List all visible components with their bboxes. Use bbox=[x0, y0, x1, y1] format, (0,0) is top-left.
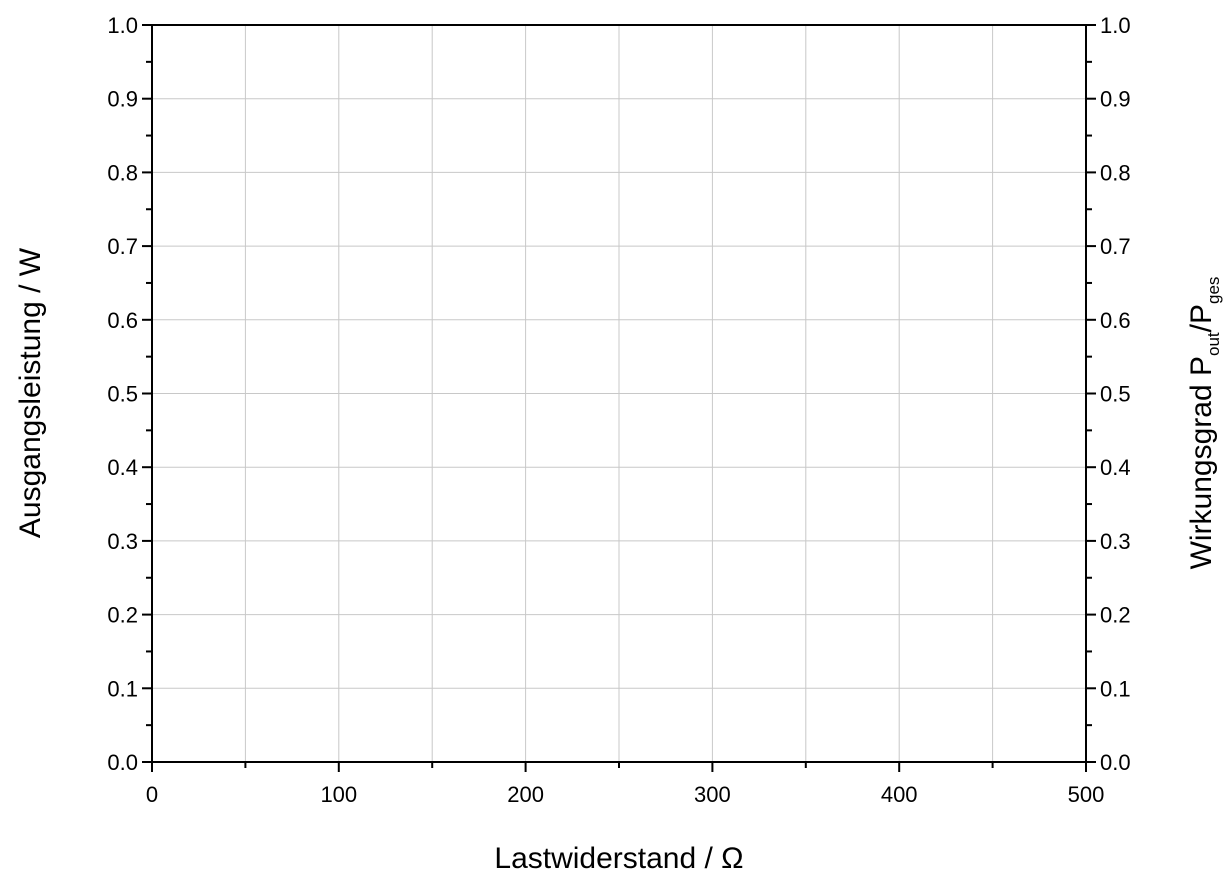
x-tick-label: 0 bbox=[146, 782, 158, 807]
y-tick-label: 0.5 bbox=[107, 382, 138, 407]
y2-tick-label: 0.3 bbox=[1100, 529, 1131, 554]
x-tick-label: 500 bbox=[1068, 782, 1105, 807]
x-tick-label: 400 bbox=[881, 782, 918, 807]
ticks bbox=[142, 24, 1096, 772]
y-tick-label: 0.4 bbox=[107, 455, 138, 480]
y-tick-label: 0.1 bbox=[107, 676, 138, 701]
y-tick-label: 0.6 bbox=[107, 308, 138, 333]
y2-tick-label: 0.8 bbox=[1100, 160, 1131, 185]
y2-axis-title: Wirkungsgrad Pout/Pges bbox=[1185, 277, 1223, 570]
y-tick-label: 0.0 bbox=[107, 750, 138, 775]
y-tick-label: 0.3 bbox=[107, 529, 138, 554]
tick-labels: 0 100 200 300 400 500 0.0 0.1 0.2 0.3 0.4 0.5 0.6 0.7… bbox=[107, 13, 1130, 807]
y-axis-title: Ausgangsleistung / W bbox=[14, 247, 47, 538]
y-tick-label: 0.2 bbox=[107, 603, 138, 628]
x-tick-label: 300 bbox=[694, 782, 731, 807]
y-tick-label: 0.8 bbox=[107, 160, 138, 185]
y2-tick-label: 0.2 bbox=[1100, 603, 1131, 628]
y2-tick-label: 0.5 bbox=[1100, 382, 1131, 407]
y-tick-label: 1.0 bbox=[107, 13, 138, 38]
y2-axis-title-mid: /P bbox=[1185, 304, 1218, 332]
y2-tick-label: 0.6 bbox=[1100, 308, 1131, 333]
y2-tick-label: 0.4 bbox=[1100, 455, 1131, 480]
y2-tick-label: 0.1 bbox=[1100, 676, 1131, 701]
y2-axis-title-sub2: ges bbox=[1204, 277, 1223, 304]
x-tick-label: 100 bbox=[320, 782, 357, 807]
y2-tick-label: 0.0 bbox=[1100, 750, 1131, 775]
grid bbox=[152, 25, 1086, 762]
y2-tick-label: 0.7 bbox=[1100, 234, 1131, 259]
x-axis-title: Lastwiderstand / Ω bbox=[494, 842, 743, 875]
y2-axis-title-prefix: Wirkungsgrad P bbox=[1185, 356, 1218, 569]
y2-tick-label: 1.0 bbox=[1100, 13, 1131, 38]
y-tick-label: 0.7 bbox=[107, 234, 138, 259]
x-tick-label: 200 bbox=[507, 782, 544, 807]
y2-tick-label: 0.9 bbox=[1100, 87, 1131, 112]
y2-axis-title-sub1: out bbox=[1204, 332, 1223, 356]
y-tick-label: 0.9 bbox=[107, 87, 138, 112]
